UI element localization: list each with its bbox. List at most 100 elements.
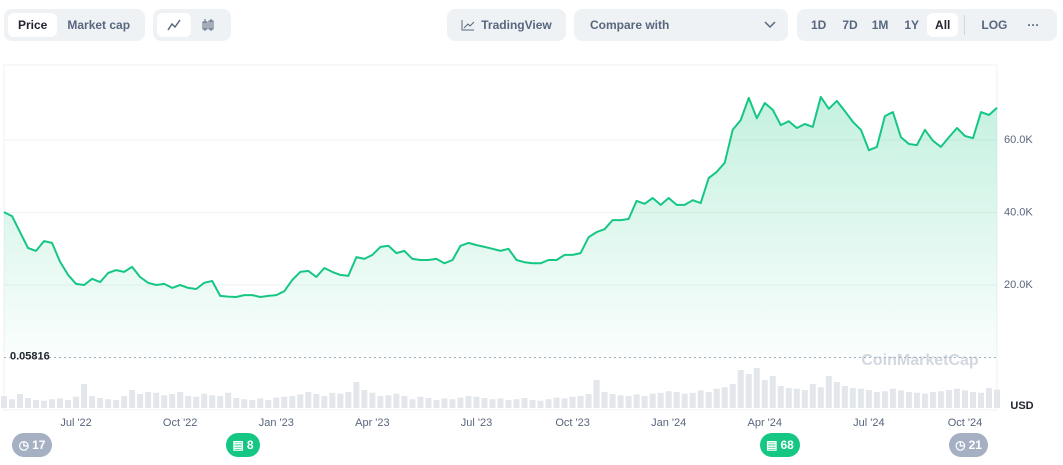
volume-bar bbox=[961, 390, 968, 408]
range-tabs: 1D 7D 1M 1Y All LOG ··· bbox=[797, 9, 1057, 41]
volume-bar bbox=[793, 388, 800, 408]
volume-bar bbox=[697, 390, 704, 408]
volume-bar bbox=[65, 400, 72, 408]
volume-bar bbox=[497, 398, 504, 408]
volume-bar bbox=[353, 382, 360, 408]
volume-bar bbox=[289, 396, 296, 408]
volume-bar bbox=[425, 398, 432, 408]
volume-bar bbox=[705, 392, 712, 408]
x-tick-label: Jul '24 bbox=[853, 417, 884, 429]
volume-bar bbox=[145, 392, 152, 408]
volume-bar bbox=[233, 398, 240, 408]
volume-bar bbox=[977, 392, 984, 408]
volume-bar bbox=[49, 399, 56, 408]
range[interactable]: 1Y bbox=[904, 18, 920, 32]
volume-bar bbox=[41, 400, 48, 408]
range[interactable]: All bbox=[927, 13, 959, 37]
tab[interactable]: Market cap bbox=[67, 18, 131, 32]
volume-bar bbox=[225, 392, 232, 408]
volume-bar bbox=[417, 396, 424, 408]
volume-bar bbox=[857, 388, 864, 408]
volume-bar bbox=[969, 392, 976, 408]
volume-bar bbox=[921, 393, 928, 408]
x-tick-label: Jan '24 bbox=[651, 417, 686, 429]
volume-bar bbox=[513, 399, 520, 408]
volume-bar bbox=[489, 399, 496, 408]
volume-bar bbox=[313, 394, 320, 408]
volume-bar bbox=[881, 391, 888, 408]
volume-bar bbox=[633, 394, 640, 408]
volume-bar bbox=[185, 396, 192, 408]
volume-bar bbox=[473, 396, 480, 408]
volume-bar bbox=[193, 396, 200, 408]
volume-bar bbox=[361, 390, 368, 408]
x-tick-label: Apr '24 bbox=[748, 417, 783, 429]
volume-bar bbox=[945, 390, 952, 408]
volume-bar bbox=[409, 399, 416, 408]
volume-bar bbox=[833, 382, 840, 408]
volume-bar bbox=[345, 392, 352, 408]
line-icon[interactable] bbox=[157, 13, 191, 37]
range[interactable]: 7D bbox=[842, 18, 858, 32]
volume-bar bbox=[297, 394, 304, 408]
volume-bar bbox=[617, 395, 624, 408]
volume-bar bbox=[545, 399, 552, 408]
volume-bar bbox=[337, 393, 344, 408]
volume-bar bbox=[713, 388, 720, 408]
tradingview-button[interactable]: TradingView bbox=[447, 9, 566, 41]
volume-bar bbox=[777, 386, 784, 408]
volume-bar bbox=[569, 396, 576, 408]
volume-bar bbox=[281, 396, 288, 408]
volume-bar bbox=[81, 384, 88, 408]
volume-bar bbox=[113, 400, 120, 408]
volume-bar bbox=[33, 400, 40, 408]
volume-bar bbox=[721, 387, 728, 408]
compare-select[interactable]: Compare with bbox=[574, 9, 788, 41]
volume-bar bbox=[529, 400, 536, 408]
volume-bar bbox=[769, 376, 776, 408]
volume-bar bbox=[329, 392, 336, 408]
volume-bar bbox=[161, 395, 168, 408]
event-count: 21 bbox=[968, 438, 982, 452]
range[interactable]: 1M bbox=[871, 18, 889, 32]
volume-bar bbox=[841, 386, 848, 408]
event-badge[interactable]: ◷ 17 bbox=[12, 433, 52, 457]
volume-bar bbox=[137, 394, 144, 408]
volume-bar bbox=[129, 390, 136, 408]
more[interactable]: ··· bbox=[1027, 18, 1040, 32]
volume-bar bbox=[785, 388, 792, 408]
volume-bar bbox=[1, 396, 7, 408]
volume-bar bbox=[401, 396, 408, 408]
chart-style bbox=[153, 9, 231, 41]
volume-bar bbox=[305, 392, 312, 408]
volume-bar bbox=[937, 391, 944, 408]
range[interactable]: 1D bbox=[811, 18, 827, 32]
event-badge[interactable]: ▤ 8 bbox=[226, 433, 260, 457]
x-tick-label: Jul '22 bbox=[60, 417, 91, 429]
volume-bar bbox=[537, 400, 544, 408]
volume-bar bbox=[73, 396, 80, 408]
volume-bar bbox=[737, 370, 744, 408]
volume-bar bbox=[249, 400, 256, 408]
event-badge[interactable]: ▤ 68 bbox=[760, 433, 800, 457]
volume-bar bbox=[153, 392, 160, 408]
volume-bar bbox=[121, 396, 128, 408]
volume-bar bbox=[433, 400, 440, 408]
volume-bar bbox=[665, 391, 672, 408]
event-count: 17 bbox=[32, 438, 46, 452]
volume-bar bbox=[745, 374, 752, 408]
log-toggle[interactable]: LOG bbox=[981, 18, 1008, 32]
candle-icon[interactable] bbox=[191, 13, 225, 37]
tab[interactable]: Price bbox=[8, 13, 58, 37]
x-tick-label: Jan '23 bbox=[259, 417, 294, 429]
event-badge[interactable]: ◷ 21 bbox=[949, 433, 988, 457]
volume-bar bbox=[625, 396, 632, 408]
volume-bar bbox=[177, 392, 184, 408]
volume-bar bbox=[929, 392, 936, 408]
volume-bar bbox=[89, 396, 96, 408]
volume-bar bbox=[593, 380, 600, 408]
volume-bar bbox=[913, 392, 920, 408]
y-tick-label: 40.0K bbox=[1004, 206, 1033, 218]
volume-bar bbox=[97, 398, 104, 408]
